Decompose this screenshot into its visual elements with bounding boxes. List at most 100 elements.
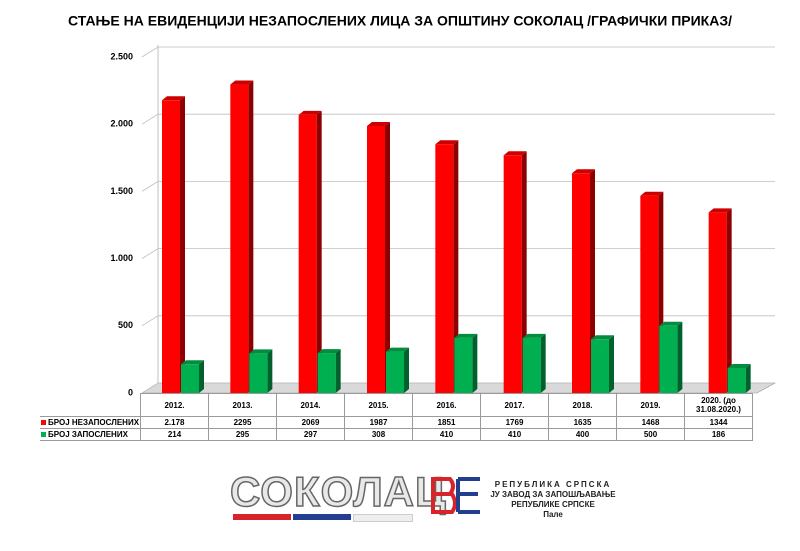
legend-swatch bbox=[41, 432, 46, 437]
table-value: 500 bbox=[616, 428, 685, 441]
bar-top bbox=[367, 121, 390, 126]
bar-top bbox=[181, 360, 204, 365]
bar bbox=[708, 212, 727, 393]
bar bbox=[386, 351, 404, 393]
chart: СТАЊЕ НА ЕВИДЕНЦИЈИ НЕЗАПОСЛЕНИХ ЛИЦА ЗА… bbox=[68, 13, 777, 397]
x-tick-label: 2012. bbox=[140, 393, 209, 417]
x-tick-label: 2014. bbox=[276, 393, 345, 417]
legend-swatch bbox=[41, 420, 46, 425]
x-tick-label: 2017. bbox=[480, 393, 549, 417]
bar bbox=[503, 155, 522, 393]
grid-line bbox=[141, 46, 775, 58]
bar-side bbox=[248, 80, 254, 393]
table-value: 400 bbox=[548, 428, 617, 441]
stripe-red bbox=[233, 514, 291, 520]
bar-top bbox=[298, 110, 322, 115]
bar-top bbox=[454, 333, 478, 338]
bar-top bbox=[591, 335, 614, 340]
bar bbox=[230, 84, 249, 393]
bar bbox=[435, 144, 454, 393]
y-tick-label: 1.000 bbox=[110, 253, 133, 263]
bar bbox=[454, 337, 473, 393]
bar-side bbox=[677, 321, 683, 393]
bar bbox=[249, 353, 268, 393]
bar-side bbox=[385, 121, 390, 393]
table-value: 214 bbox=[140, 428, 209, 441]
table-value: 295 bbox=[208, 428, 277, 441]
bar bbox=[727, 368, 746, 393]
org-line: Пале bbox=[543, 510, 563, 519]
y-tick-label: 1.500 bbox=[110, 186, 133, 196]
bar-side bbox=[726, 208, 732, 393]
table-value: 2069 bbox=[276, 416, 345, 429]
bar-side bbox=[316, 110, 322, 394]
x-tick-label: 2019. bbox=[616, 393, 685, 417]
bar-side bbox=[267, 349, 273, 393]
bar-top bbox=[435, 140, 459, 145]
emblem bbox=[431, 477, 480, 514]
row-label: БРОЈ ЗАПОСЛЕНИХ bbox=[40, 428, 141, 441]
bar-side bbox=[199, 360, 204, 393]
bar bbox=[640, 195, 659, 393]
bar bbox=[522, 337, 541, 393]
bar-side bbox=[540, 333, 546, 393]
bar-side bbox=[453, 140, 459, 393]
org-line: РЕПУБЛИКА СРПСКА bbox=[494, 480, 612, 489]
row-label: БРОЈ НЕЗАПОСЛЕНИХ bbox=[40, 416, 141, 429]
bar bbox=[367, 125, 385, 393]
bar-top bbox=[522, 333, 546, 338]
x-tick-label: 2018. bbox=[548, 393, 617, 417]
table-value: 297 bbox=[276, 428, 345, 441]
logo-text: СОКОЛАЦ bbox=[229, 467, 447, 516]
bar bbox=[181, 364, 199, 393]
bar bbox=[591, 339, 609, 393]
bar-top bbox=[386, 347, 409, 352]
bar-top bbox=[317, 349, 341, 354]
grid-line bbox=[141, 315, 775, 327]
table-value: 1987 bbox=[344, 416, 413, 429]
footer: СОКОЛАЦ РЕПУБЛИКА СРПСКА ЈУ ЗАВОД ЗА ЗАПО… bbox=[0, 460, 800, 551]
table-value: 2.178 bbox=[140, 416, 209, 429]
grid-line bbox=[141, 382, 775, 394]
grid-line bbox=[141, 113, 775, 125]
bar-top bbox=[640, 191, 664, 196]
table-value: 410 bbox=[480, 428, 549, 441]
data-table: 2012. 2013. 2014. 2015. 2016. 2017. 2018. 2019.… bbox=[40, 393, 753, 441]
bar-top bbox=[659, 321, 683, 326]
table-header-row: 2012. 2013. 2014. 2015. 2016. 2017. 2018. 2019.… bbox=[40, 393, 753, 417]
table-corner bbox=[40, 394, 141, 417]
table-value: 1468 bbox=[616, 416, 685, 429]
bar bbox=[659, 325, 678, 393]
bar-top bbox=[727, 364, 751, 369]
table-value: 410 bbox=[412, 428, 481, 441]
x-tick-label: 2015. bbox=[344, 393, 413, 417]
table-value: 1344 bbox=[684, 416, 753, 429]
table-value: 1851 bbox=[412, 416, 481, 429]
org-line: ЈУ ЗАВОД ЗА ЗАПОШЉАВАЊЕ bbox=[490, 490, 616, 499]
bar-side bbox=[180, 96, 185, 394]
grid-line bbox=[141, 180, 775, 192]
y-tick-label: 500 bbox=[118, 320, 133, 330]
bar-top bbox=[162, 96, 185, 101]
y-tick-label: 0 bbox=[128, 387, 133, 397]
x-tick-label: 2013. bbox=[208, 393, 277, 417]
bar-top bbox=[503, 151, 527, 156]
legend-label: БРОЈ ЗАПОСЛЕНИХ bbox=[48, 430, 128, 439]
bar bbox=[162, 100, 180, 394]
bar-top bbox=[230, 80, 254, 85]
grid-line bbox=[141, 248, 775, 259]
chart-title: СТАЊЕ НА ЕВИДЕНЦИЈИ НЕЗАПОСЛЕНИХ ЛИЦА ЗА… bbox=[68, 13, 732, 29]
bar bbox=[317, 353, 336, 393]
legend-label: БРОЈ НЕЗАПОСЛЕНИХ bbox=[48, 418, 140, 427]
x-tick-label: 2016. bbox=[412, 393, 481, 417]
table-value: 186 bbox=[684, 428, 753, 441]
x-tick-label: 2020. (до 31.08.2020.) bbox=[684, 393, 753, 417]
bar-top bbox=[708, 208, 732, 213]
table-value: 1769 bbox=[480, 416, 549, 429]
table-row: БРОЈ ЗАПОСЛЕНИХ 214 295 297 308 410 410 400 500 1… bbox=[40, 428, 753, 441]
bar-side bbox=[609, 335, 614, 393]
org-line: РЕПУБЛИКЕ СРПСКЕ bbox=[511, 500, 595, 509]
y-tick-label: 2.000 bbox=[110, 119, 133, 129]
bar-top bbox=[572, 169, 595, 174]
